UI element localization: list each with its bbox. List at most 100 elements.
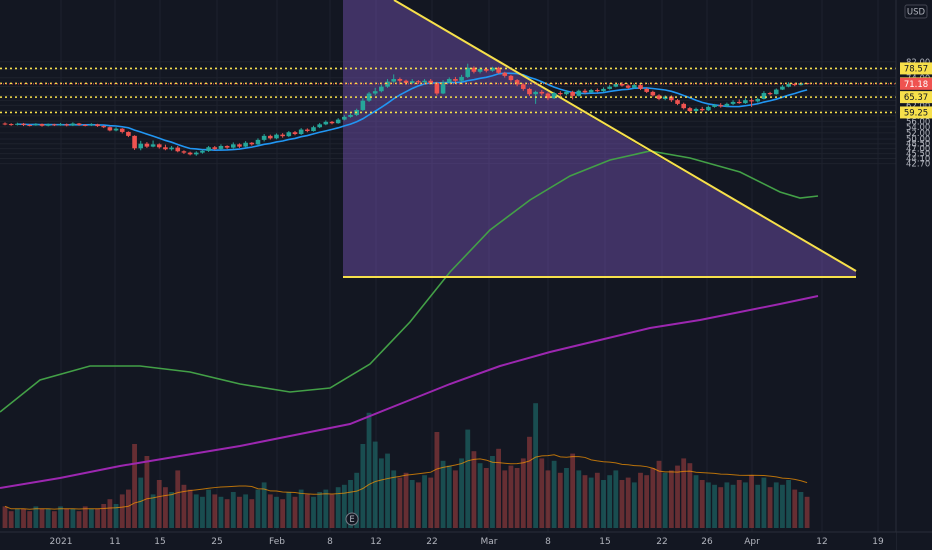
- volume-bar: [150, 494, 156, 528]
- volume-bar: [403, 472, 409, 528]
- candle: [317, 122, 322, 129]
- candle: [743, 98, 748, 104]
- volume-bar: [533, 403, 539, 528]
- level-price-tag-text: 78.57: [904, 64, 928, 74]
- candle-body: [237, 144, 242, 147]
- candle-body: [638, 85, 643, 89]
- candle-body: [379, 86, 384, 92]
- last-price-tag[interactable]: 71.18: [900, 77, 932, 90]
- currency-badge[interactable]: [904, 4, 928, 19]
- volume-bar: [181, 484, 187, 528]
- volume-bar: [631, 482, 637, 528]
- candle: [82, 124, 88, 127]
- candles: [2, 63, 810, 156]
- volume-bar: [237, 496, 242, 528]
- volume-bar: [594, 472, 600, 528]
- candle-body: [533, 91, 538, 95]
- level-price-tag[interactable]: 78.57: [900, 62, 932, 75]
- candle-body: [446, 79, 452, 83]
- volume-bar: [607, 475, 613, 528]
- candle-body: [656, 95, 662, 99]
- volume-bar: [465, 429, 471, 528]
- volume-bar: [724, 482, 730, 528]
- candle-body: [527, 88, 532, 95]
- earnings-letter: E: [349, 515, 354, 525]
- candle: [625, 84, 631, 89]
- volume-bar: [743, 482, 748, 528]
- volume-bar: [798, 492, 804, 528]
- candle: [632, 83, 637, 89]
- candle-body: [187, 152, 193, 155]
- candle-body: [305, 129, 310, 132]
- level-price-tag[interactable]: 65.37: [900, 91, 932, 104]
- candle-body: [181, 151, 187, 153]
- candle: [471, 66, 477, 74]
- level-price-tag[interactable]: 59.25: [900, 106, 932, 119]
- time-axis-panel[interactable]: [0, 532, 896, 550]
- candle-body: [206, 147, 211, 151]
- candle-body: [45, 124, 51, 126]
- price-tick-label: 44.10: [906, 155, 930, 165]
- candle: [163, 144, 168, 151]
- candle: [366, 91, 372, 102]
- candle: [465, 63, 471, 78]
- candle-body: [619, 84, 625, 86]
- candle-body: [126, 131, 131, 136]
- candle-body: [335, 119, 341, 124]
- volume-bar: [132, 444, 137, 528]
- candle-body: [687, 108, 693, 112]
- volume-bar: [576, 470, 582, 528]
- volume-bar: [650, 468, 656, 528]
- price-tick-label: 54.00: [906, 123, 930, 133]
- volume-bar: [687, 463, 693, 528]
- volume-bar: [539, 458, 545, 528]
- candle-body: [311, 127, 316, 132]
- volume-bar: [508, 465, 514, 528]
- earnings-marker[interactable]: E: [345, 512, 359, 526]
- date-tick-label: 25: [211, 537, 222, 547]
- candle: [502, 71, 508, 78]
- date-tick-label: 19: [872, 537, 884, 547]
- candle: [397, 77, 403, 83]
- volume-average-line: [4, 454, 808, 510]
- candle-body: [749, 100, 754, 102]
- date-tick-label: Feb: [269, 537, 285, 547]
- candle: [718, 103, 724, 108]
- volume-bar: [8, 511, 14, 528]
- candle: [181, 150, 187, 155]
- date-tick-label: 22: [426, 537, 437, 547]
- candle-body: [453, 79, 458, 81]
- candle: [453, 76, 458, 83]
- candle: [403, 79, 409, 86]
- candle: [212, 145, 218, 151]
- candle: [261, 134, 267, 142]
- candle: [280, 133, 285, 138]
- date-tick-label: 8: [545, 537, 551, 547]
- last-price-tag-text: 71.18: [904, 80, 928, 90]
- price-tick-label: 52.00: [906, 129, 930, 139]
- volume-bar: [773, 482, 779, 528]
- candle-body: [119, 128, 125, 132]
- volume-bar: [348, 480, 353, 528]
- price-tick-label: 50.00: [906, 135, 930, 145]
- volume-bar: [693, 475, 699, 528]
- candle-body: [329, 121, 335, 124]
- candle-body: [193, 152, 199, 155]
- volume-bar: [471, 451, 477, 528]
- candle-body: [409, 81, 415, 83]
- date-tick-label: 26: [701, 537, 713, 547]
- candle-body: [15, 123, 20, 125]
- candle: [224, 145, 230, 149]
- candle: [348, 113, 353, 118]
- candle-body: [570, 91, 575, 96]
- candle: [570, 90, 575, 100]
- volume-bars: [2, 403, 810, 528]
- candle: [712, 103, 717, 108]
- candle-body: [755, 98, 761, 102]
- volume-bar: [699, 480, 705, 528]
- candle: [693, 107, 699, 113]
- date-tick-label: 2021: [50, 537, 73, 547]
- candle-body: [428, 80, 434, 83]
- candle-body: [780, 86, 785, 90]
